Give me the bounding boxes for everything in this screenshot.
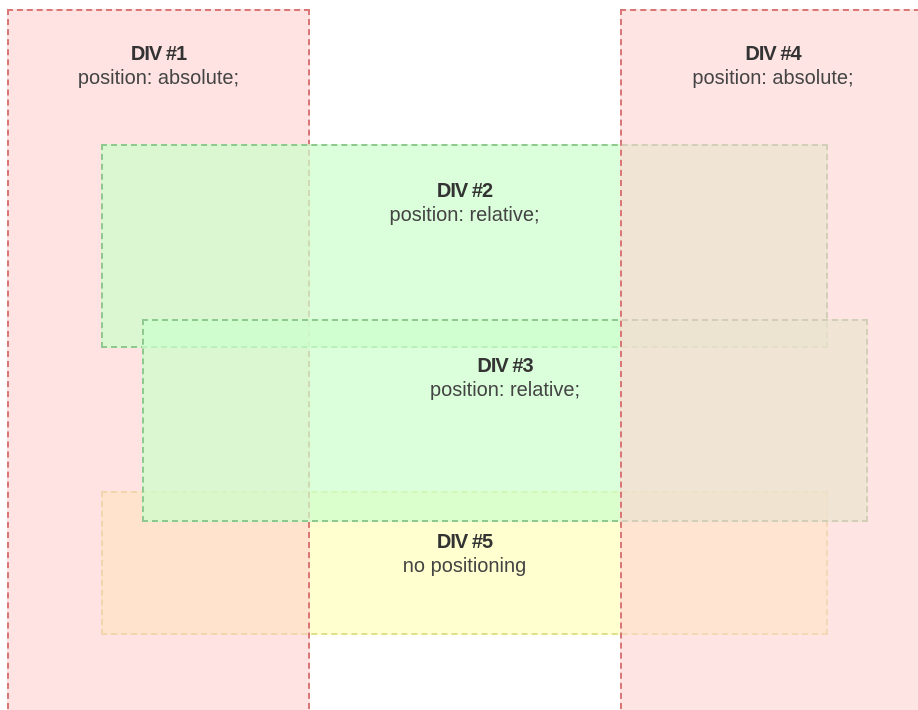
div2-title: DIV #2 [436, 180, 493, 202]
div5-description: no positioning [402, 555, 527, 577]
div1-description: position: absolute; [77, 67, 240, 89]
div1-label: DIV #1 position: absolute; [9, 42, 308, 90]
div2-description: position: relative; [389, 204, 540, 226]
div3-title: DIV #3 [477, 355, 533, 377]
div4-box: DIV #4 position: absolute; [620, 9, 918, 710]
div5-label: DIV #5 no positioning [103, 530, 826, 578]
div3-description: position: relative; [429, 379, 581, 401]
div4-description: position: absolute; [692, 67, 854, 89]
div3-label: DIV #3 position: relative; [144, 354, 866, 402]
div4-title: DIV #4 [745, 43, 801, 65]
div2-label: DIV #2 position: relative; [103, 179, 826, 227]
div1-title: DIV #1 [130, 43, 187, 65]
div4-label: DIV #4 position: absolute; [622, 42, 918, 90]
div5-title: DIV #5 [436, 531, 493, 553]
